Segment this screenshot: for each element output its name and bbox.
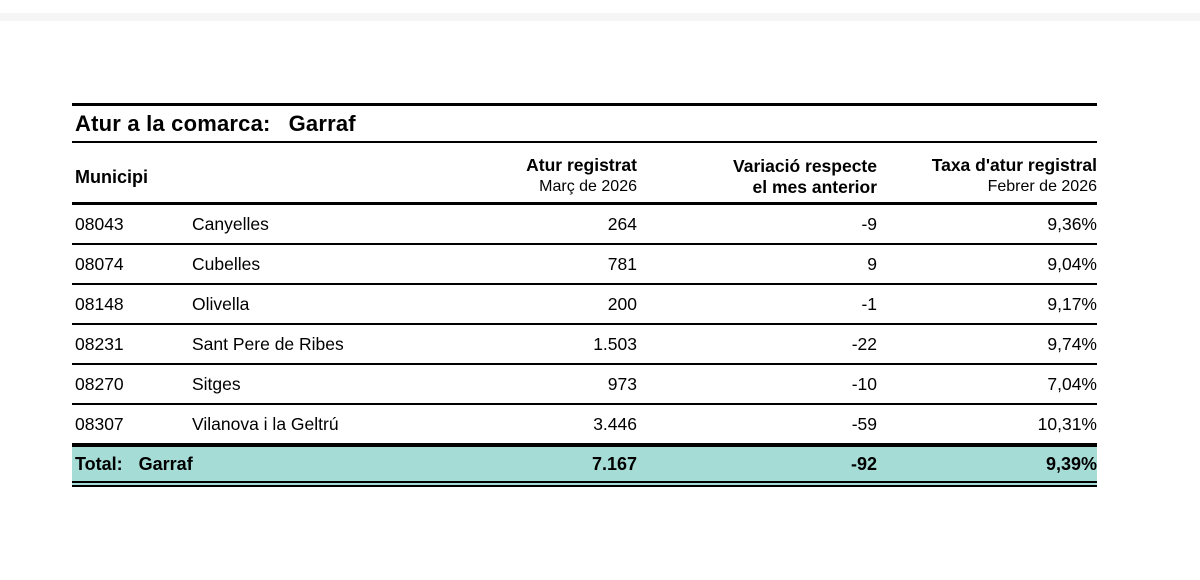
column-header-municipi: Municipi [75, 167, 148, 187]
cell-municipality-name: Sant Pere de Ribes [192, 333, 344, 354]
column-header-taxa: Taxa d'atur registral Febrer de 2026 [877, 155, 1097, 198]
top-band [0, 13, 1200, 21]
column-header-atur: Atur registrat Març de 2026 [440, 155, 637, 198]
cell-variacio: -10 [851, 373, 877, 394]
cell-municipality-code: 08270 [75, 373, 124, 394]
column-header-atur-line2: Març de 2026 [539, 178, 637, 195]
report-title-comarca: Garraf [288, 110, 356, 136]
column-header-variacio: Variació respecte el mes anterior [637, 156, 877, 198]
cell-taxa-atur: 9,04% [1047, 253, 1097, 274]
cell-atur-registrat: 3.446 [593, 413, 637, 434]
total-label-cell: Total: Garraf [72, 454, 440, 475]
cell-variacio: 9 [867, 253, 877, 274]
table-header: Municipi Atur registrat Març de 2026 Var… [72, 143, 1097, 205]
column-header-variacio-line2: el mes anterior [752, 177, 878, 197]
total-taxa-atur: 9,39% [1045, 453, 1097, 474]
cell-taxa-atur: 7,04% [1047, 373, 1097, 394]
cell-municipality-code: 08043 [75, 213, 124, 234]
cell-atur-registrat: 200 [607, 293, 637, 314]
total-label: Total: [75, 453, 123, 474]
column-header-atur-line1: Atur registrat [526, 155, 637, 175]
table-row: 08148 Olivella 200 -1 9,17% [72, 285, 1097, 325]
cell-municipality-name: Cubelles [192, 253, 261, 274]
column-header-variacio-line1: Variació respecte [733, 156, 877, 176]
cell-variacio: -1 [861, 293, 877, 314]
cell-taxa-atur: 9,36% [1047, 213, 1097, 234]
cell-taxa-atur: 10,31% [1037, 413, 1097, 434]
cell-atur-registrat: 973 [607, 373, 637, 394]
table-row: 08074 Cubelles 781 9 9,04% [72, 245, 1097, 285]
table-row: 08231 Sant Pere de Ribes 1.503 -22 9,74% [72, 325, 1097, 365]
column-header-taxa-line2: Febrer de 2026 [987, 178, 1097, 195]
total-variacio: -92 [850, 453, 877, 474]
cell-municipality-code: 08148 [75, 293, 124, 314]
cell-municipality-name: Olivella [192, 293, 250, 314]
column-header-taxa-line1: Taxa d'atur registral [931, 155, 1097, 175]
total-comarca-name: Garraf [138, 453, 193, 474]
cell-atur-registrat: 781 [607, 253, 637, 274]
total-atur-registrat: 7.167 [591, 453, 637, 474]
cell-taxa-atur: 9,74% [1047, 333, 1097, 354]
table-row: 08307 Vilanova i la Geltrú 3.446 -59 10,… [72, 405, 1097, 445]
cell-variacio: -22 [851, 333, 877, 354]
cell-atur-registrat: 1.503 [593, 333, 637, 354]
cell-variacio: -59 [851, 413, 877, 434]
report-title: Atur a la comarca: Garraf [72, 103, 1097, 143]
cell-municipality-code: 08307 [75, 413, 124, 434]
cell-municipality-name: Sitges [192, 373, 241, 394]
cell-taxa-atur: 9,17% [1047, 293, 1097, 314]
cell-municipality-name: Canyelles [192, 213, 269, 234]
table-row: 08043 Canyelles 264 -9 9,36% [72, 205, 1097, 245]
cell-municipality-name: Vilanova i la Geltrú [192, 413, 339, 434]
report-title-label: Atur a la comarca: [75, 110, 271, 136]
cell-variacio: -9 [861, 213, 877, 234]
cell-municipality-code: 08074 [75, 253, 124, 274]
cell-municipality-code: 08231 [75, 333, 124, 354]
cell-atur-registrat: 264 [607, 213, 637, 234]
unemployment-report-table: Atur a la comarca: Garraf Municipi Atur … [72, 103, 1097, 487]
table-total-row: Total: Garraf 7.167 -92 9,39% [72, 445, 1097, 487]
table-row: 08270 Sitges 973 -10 7,04% [72, 365, 1097, 405]
